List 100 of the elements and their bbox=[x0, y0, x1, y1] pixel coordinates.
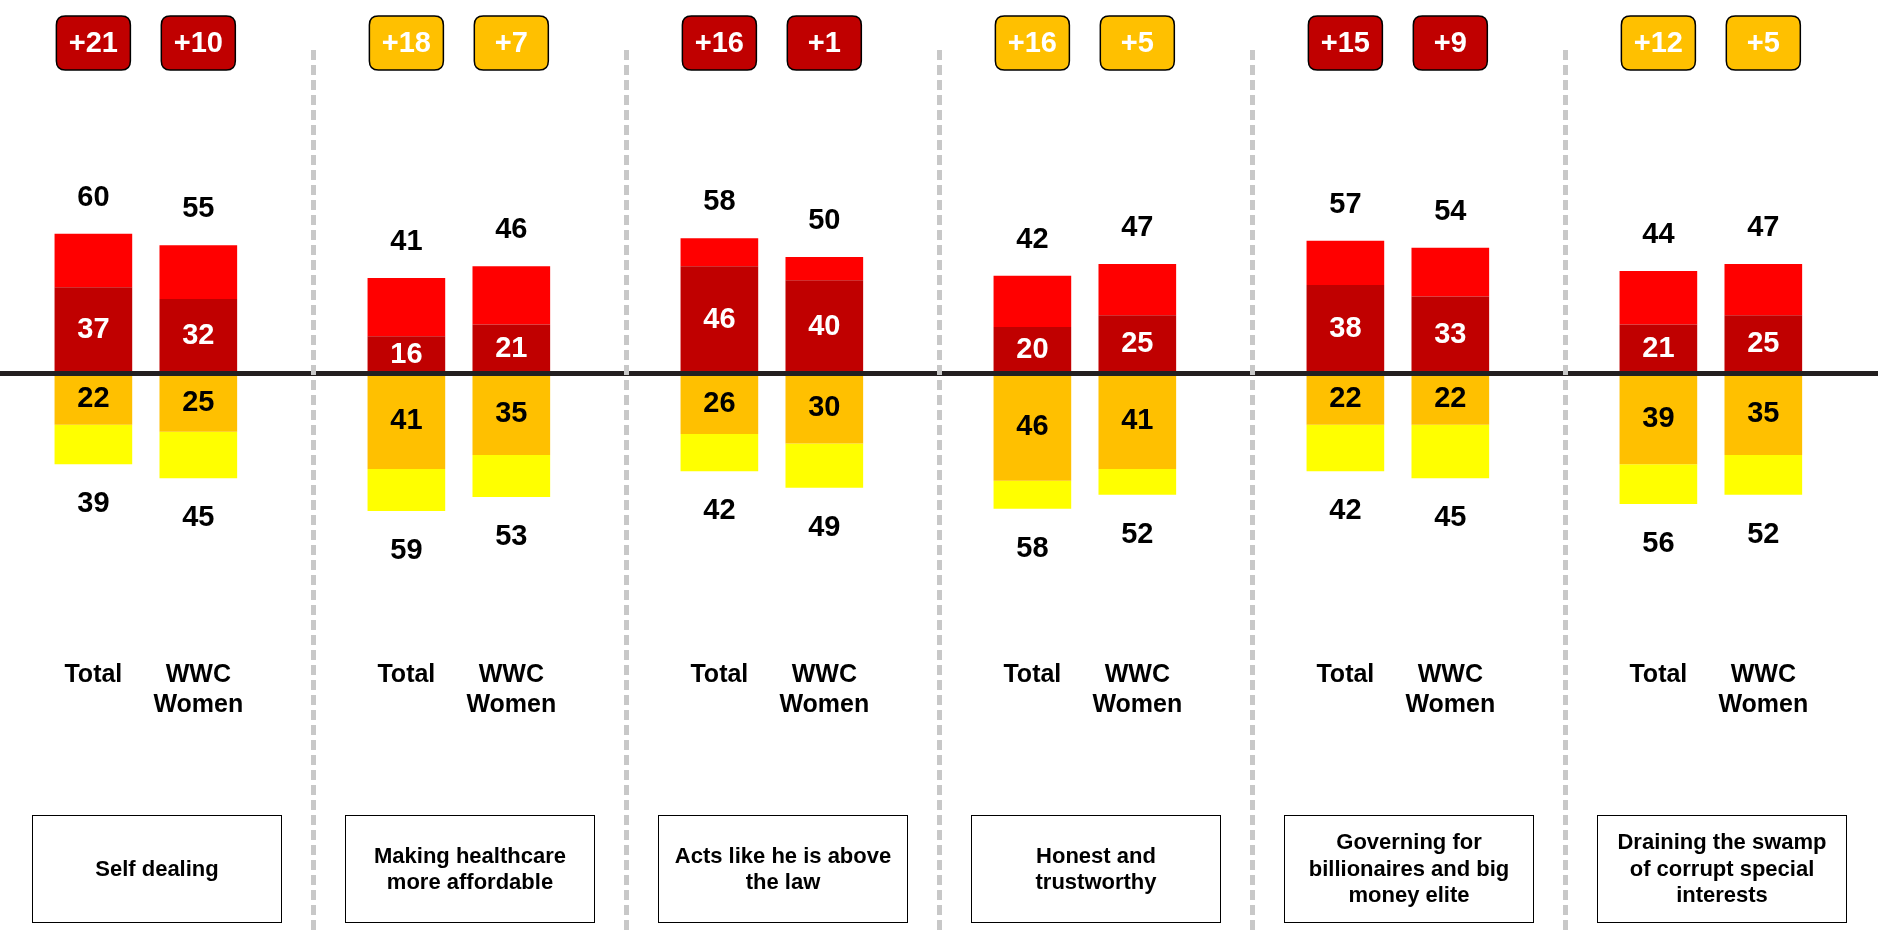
bar bbox=[1098, 264, 1177, 316]
bar bbox=[54, 424, 133, 465]
annotation: 56 bbox=[1642, 525, 1675, 558]
x-axis-title: Draining the swamp of corrupt special interests bbox=[1597, 815, 1847, 923]
annotation: 22 bbox=[1434, 381, 1467, 414]
data-label: 33 bbox=[1434, 317, 1467, 350]
annotation: 39 bbox=[77, 486, 110, 519]
bar bbox=[1724, 455, 1803, 495]
x-axis-title: Making healthcare more affordable bbox=[345, 815, 595, 923]
bar bbox=[1306, 424, 1385, 472]
bar bbox=[1619, 464, 1698, 504]
annotation: 42 bbox=[703, 493, 736, 526]
annotation: 49 bbox=[808, 509, 841, 542]
bar bbox=[54, 287, 133, 374]
annotation: 26 bbox=[703, 385, 736, 418]
text: +9 bbox=[1433, 26, 1467, 58]
annotation: 47 bbox=[1121, 210, 1154, 242]
text: +5 bbox=[1120, 26, 1154, 58]
bar bbox=[472, 455, 551, 497]
data-label: 38 bbox=[1329, 311, 1362, 344]
x-tick-label: Total bbox=[64, 658, 123, 687]
data-label: 25 bbox=[1747, 326, 1780, 359]
annotation: 42 bbox=[1329, 493, 1362, 526]
x-tick-label: WWC Women bbox=[1405, 658, 1496, 717]
text: +15 bbox=[1320, 26, 1370, 58]
annotation: 39 bbox=[1642, 400, 1675, 433]
annotation: 45 bbox=[182, 500, 215, 533]
annotation: 30 bbox=[808, 390, 841, 423]
annotation: 25 bbox=[182, 384, 215, 417]
bar bbox=[1411, 424, 1490, 479]
annotation: 59 bbox=[390, 532, 423, 565]
bar bbox=[680, 266, 759, 374]
annotation: 35 bbox=[1747, 396, 1780, 429]
bar bbox=[993, 275, 1072, 327]
bar bbox=[785, 280, 864, 374]
annotation: 41 bbox=[390, 403, 423, 436]
data-label: 37 bbox=[77, 312, 110, 345]
text: +10 bbox=[173, 26, 223, 58]
bar bbox=[1724, 264, 1803, 316]
data-label: 20 bbox=[1016, 332, 1049, 365]
annotation: 53 bbox=[495, 518, 528, 551]
data-label: 21 bbox=[1642, 331, 1675, 364]
annotation: 55 bbox=[182, 191, 215, 224]
bar bbox=[472, 373, 551, 456]
annotation: 50 bbox=[808, 203, 841, 236]
bar bbox=[367, 373, 446, 470]
annotation: 41 bbox=[390, 223, 423, 256]
bar bbox=[1098, 469, 1177, 495]
annotation: 52 bbox=[1747, 516, 1780, 549]
bar bbox=[680, 238, 759, 267]
text: +1 bbox=[807, 26, 841, 58]
annotation: 22 bbox=[77, 381, 110, 414]
bar bbox=[159, 431, 238, 479]
annotation: 44 bbox=[1642, 216, 1675, 249]
bar bbox=[993, 373, 1072, 481]
bar bbox=[159, 245, 238, 299]
x-tick-label: WWC Women bbox=[1718, 658, 1809, 717]
data-label: 25 bbox=[1121, 326, 1154, 359]
text: +7 bbox=[494, 26, 528, 58]
data-label: 16 bbox=[390, 336, 423, 369]
text: +18 bbox=[381, 26, 431, 58]
x-tick-label: Total bbox=[1003, 658, 1062, 687]
data-label: 46 bbox=[703, 301, 736, 334]
x-tick-label: Total bbox=[1316, 658, 1375, 687]
annotation: 45 bbox=[1434, 500, 1467, 533]
x-tick-label: Total bbox=[1629, 658, 1688, 687]
annotation: 58 bbox=[703, 184, 736, 217]
x-axis-title: Honest and trustworthy bbox=[971, 815, 1221, 923]
x-tick-label: WWC Women bbox=[466, 658, 557, 717]
x-axis-title: Governing for billionaires and big money elite bbox=[1284, 815, 1534, 923]
bar bbox=[54, 233, 133, 288]
annotation: 54 bbox=[1434, 193, 1467, 226]
annotation: 47 bbox=[1747, 210, 1780, 242]
annotation: 41 bbox=[1121, 403, 1154, 436]
bar bbox=[1724, 373, 1803, 456]
x-tick-label: Total bbox=[377, 658, 436, 687]
annotation: 52 bbox=[1121, 516, 1154, 549]
x-axis-title: Self dealing bbox=[32, 815, 282, 923]
text: +12 bbox=[1633, 26, 1683, 58]
data-label: 40 bbox=[808, 308, 841, 341]
bar bbox=[1306, 284, 1385, 374]
text: +21 bbox=[68, 26, 118, 58]
bar bbox=[367, 469, 446, 511]
bar bbox=[1411, 247, 1490, 297]
bar bbox=[159, 298, 238, 374]
annotation: 46 bbox=[495, 212, 528, 245]
bar bbox=[785, 443, 864, 488]
text: +16 bbox=[1007, 26, 1057, 58]
annotation: 60 bbox=[77, 179, 110, 212]
bar bbox=[1619, 270, 1698, 325]
annotation: 57 bbox=[1329, 186, 1362, 219]
x-tick-label: WWC Women bbox=[153, 658, 244, 717]
annotation: 22 bbox=[1329, 381, 1362, 414]
annotation: 35 bbox=[495, 396, 528, 429]
bar bbox=[367, 277, 446, 337]
text: +16 bbox=[694, 26, 744, 58]
bar bbox=[680, 434, 759, 472]
bar bbox=[1619, 373, 1698, 465]
x-tick-label: Total bbox=[690, 658, 749, 687]
x-tick-label: WWC Women bbox=[1092, 658, 1183, 717]
